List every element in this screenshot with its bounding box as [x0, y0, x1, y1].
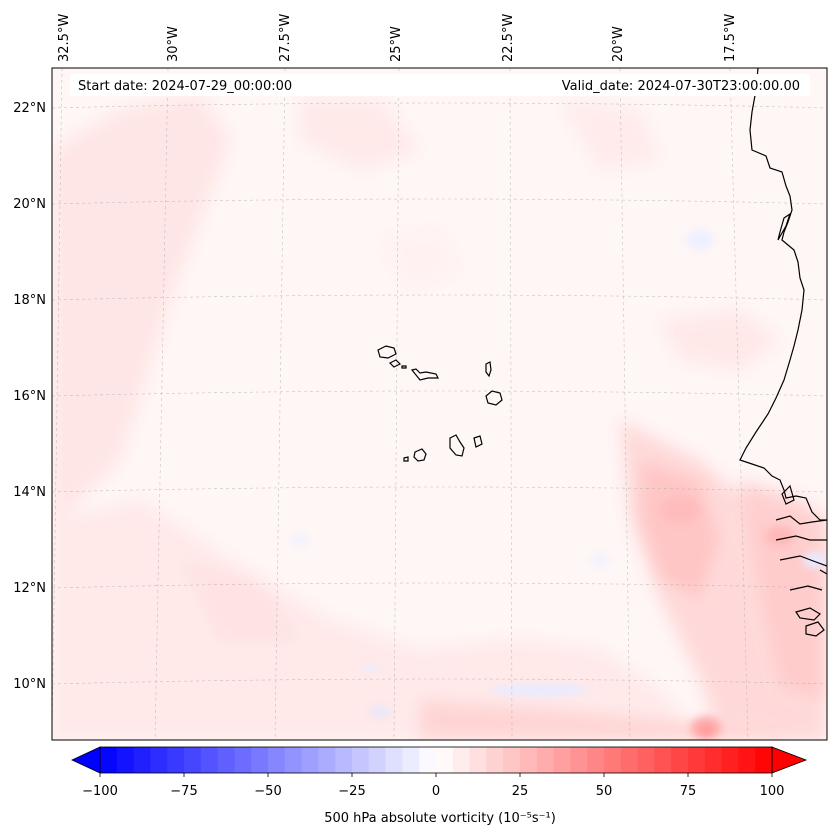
colorbar: −100 −75 −50 −25 0 25 50 75 100 500 hPa absolute…	[71, 746, 808, 826]
island-boa-vista	[485, 390, 503, 406]
colorbar-segment	[402, 747, 420, 773]
lat-label-18n: 18°N	[13, 293, 46, 308]
colorbar-segment	[570, 747, 588, 773]
africa-coastline	[739, 68, 827, 521]
island-santiago	[449, 434, 465, 457]
colorbar-segment	[419, 747, 437, 773]
lat-label-20n: 20°N	[13, 197, 46, 212]
island-santo-antao	[377, 345, 397, 359]
lat-label-14n: 14°N	[13, 485, 46, 500]
colorbar-segment	[654, 747, 672, 773]
colorbar-segment	[234, 747, 252, 773]
map-area	[52, 68, 827, 740]
lat-label-16n: 16°N	[13, 389, 46, 404]
vorticity-field	[52, 95, 827, 740]
valid-date-text: Valid_date: 2024-07-30T23:00:00.00	[562, 79, 800, 94]
island-sao-nicolau	[410, 368, 439, 381]
colorbar-segments	[100, 747, 773, 773]
coastline	[739, 68, 827, 637]
colorbar-ticks: −100 −75 −50 −25 0 25 50 75 100	[82, 773, 784, 799]
colorbar-tick-label: −25	[338, 784, 365, 799]
colorbar-segment	[637, 747, 655, 773]
lon-label-27-5w: 27.5°W	[278, 14, 293, 62]
lon-label-22-5w: 22.5°W	[501, 14, 516, 62]
colorbar-segment	[184, 747, 202, 773]
colorbar-segment	[620, 747, 638, 773]
colorbar-tick-label: 25	[512, 784, 529, 799]
colorbar-label: 500 hPa absolute vorticity (10⁻⁵s⁻¹)	[324, 811, 556, 826]
lon-label-25w: 25°W	[389, 26, 404, 62]
start-date-text: Start date: 2024-07-29_00:00:00	[78, 79, 292, 94]
colorbar-segment	[335, 747, 353, 773]
colorbar-segment	[100, 747, 118, 773]
colorbar-segment	[704, 747, 722, 773]
colorbar-segment	[301, 747, 319, 773]
lon-label-30w: 30°W	[166, 26, 181, 62]
colorbar-segment	[251, 747, 269, 773]
colorbar-segment	[150, 747, 168, 773]
colorbar-tick-label: −50	[254, 784, 281, 799]
colorbar-segment	[469, 747, 487, 773]
map-frame	[51, 67, 828, 741]
longitude-labels: 32.5°W 30°W 27.5°W 25°W 22.5°W 20°W 17.5…	[57, 14, 738, 62]
colorbar-segment	[721, 747, 739, 773]
colorbar-segment	[133, 747, 151, 773]
colorbar-tick-label: 50	[596, 784, 613, 799]
vorticity-maximum	[660, 496, 794, 740]
colorbar-segment	[520, 747, 538, 773]
colorbar-segment	[486, 747, 504, 773]
lon-label-32-5w: 32.5°W	[57, 14, 72, 62]
colorbar-tick-label: 100	[760, 784, 785, 799]
colorbar-tick-label: 75	[680, 784, 697, 799]
colorbar-segment	[368, 747, 386, 773]
colorbar-segment	[436, 747, 454, 773]
island-brava	[403, 456, 409, 462]
colorbar-right-extend	[771, 746, 808, 774]
colorbar-segment	[738, 747, 756, 773]
island-sao-vicente	[388, 359, 402, 368]
colorbar-segment	[688, 747, 706, 773]
lat-label-22n: 22°N	[13, 101, 46, 116]
colorbar-segment	[604, 747, 622, 773]
lat-label-10n: 10°N	[13, 677, 46, 692]
colorbar-segment	[503, 747, 521, 773]
date-banner	[70, 74, 810, 96]
colorbar-segment	[200, 747, 218, 773]
colorbar-segment	[755, 747, 773, 773]
colorbar-segment	[587, 747, 605, 773]
lat-label-12n: 12°N	[13, 581, 46, 596]
colorbar-segment	[536, 747, 554, 773]
colorbar-segment	[352, 747, 370, 773]
cape-verde-islands	[377, 345, 503, 462]
colorbar-segment	[167, 747, 185, 773]
colorbar-segment	[217, 747, 235, 773]
colorbar-left-extend	[71, 746, 101, 774]
lon-label-20w: 20°W	[611, 26, 626, 62]
colorbar-tick-label: 0	[432, 784, 440, 799]
island-fogo	[413, 448, 427, 462]
colorbar-segment	[385, 747, 403, 773]
island-sal	[485, 361, 492, 378]
graticule	[52, 68, 827, 740]
colorbar-segment	[671, 747, 689, 773]
latitude-labels: 22°N 20°N 18°N 16°N 14°N 12°N 10°N	[13, 101, 46, 692]
island-santa-luzia	[401, 365, 407, 369]
colorbar-segment	[284, 747, 302, 773]
colorbar-segment	[318, 747, 336, 773]
colorbar-segment	[268, 747, 286, 773]
colorbar-tick-label: −100	[82, 784, 118, 799]
colorbar-segment	[553, 747, 571, 773]
island-maio	[473, 435, 483, 448]
colorbar-segment	[116, 747, 134, 773]
colorbar-tick-label: −75	[170, 784, 197, 799]
colorbar-segment	[452, 747, 470, 773]
lon-label-17-5w: 17.5°W	[723, 14, 738, 62]
